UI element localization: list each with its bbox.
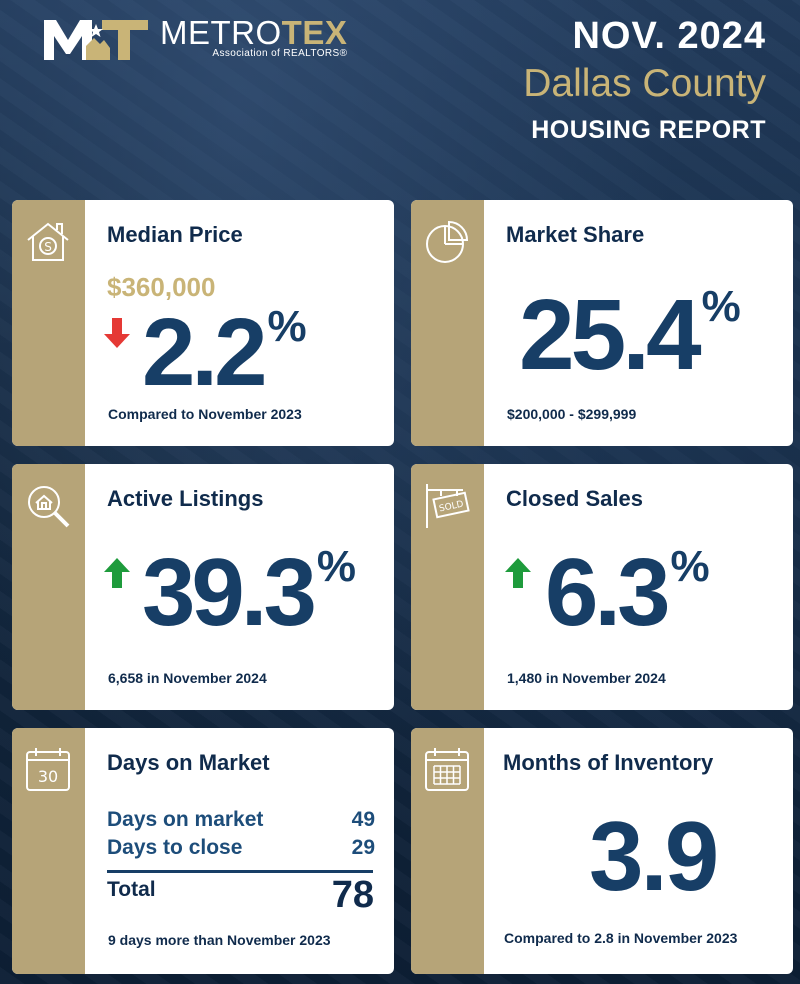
logo-subtitle: Association of REALTORS®: [212, 47, 348, 59]
down-arrow-icon: [104, 318, 130, 348]
days-on-market-card: 30 Days on Market Days on market 49 Days…: [12, 728, 394, 974]
closed-sales-footer: 1,480 in November 2024: [507, 670, 666, 686]
card-strip: [12, 728, 85, 974]
percent-sign: %: [267, 302, 307, 351]
closed-sales-card: SOLD Closed Sales 6.3% 1,480 in November…: [411, 464, 793, 710]
pie-chart-icon: [426, 220, 469, 263]
months-inventory-card: Months of Inventory 3.9 Compared to 2.8 …: [411, 728, 793, 974]
active-listings-card: Active Listings 39.3% 6,658 in November …: [12, 464, 394, 710]
calendar-icon-text: 30: [38, 767, 58, 786]
dom-row: Days to close 29: [107, 836, 375, 860]
closed-sales-change: 6.3%: [545, 538, 710, 648]
svg-text:S: S: [44, 240, 52, 254]
dom-row-value: 29: [351, 836, 375, 859]
logo-mark-icon: [44, 20, 148, 60]
percent-sign: %: [316, 542, 356, 591]
total-divider: [107, 870, 373, 873]
active-listings-change-value: 39.3: [142, 539, 317, 646]
house-dollar-icon: S: [27, 222, 69, 261]
up-arrow-icon: [104, 558, 130, 588]
market-share-footer: $200,000 - $299,999: [507, 406, 637, 422]
sold-sign-icon: SOLD: [426, 484, 470, 528]
calendar-30-icon: 30: [26, 748, 70, 791]
dom-row-label: Days to close: [107, 836, 243, 859]
market-share-value-block: 25.4%: [519, 278, 741, 393]
days-on-market-footer: 9 days more than November 2023: [108, 932, 331, 948]
percent-sign: %: [670, 542, 710, 591]
card-strip: [411, 200, 484, 446]
closed-sales-title: Closed Sales: [506, 486, 643, 511]
months-inventory-value: 3.9: [589, 801, 719, 911]
market-share-card: Market Share 25.4% $200,000 - $299,999: [411, 200, 793, 446]
median-price-title: Median Price: [107, 222, 243, 247]
market-share-value: 25.4: [519, 279, 702, 391]
house-magnifier-icon: [28, 486, 70, 528]
median-price-change: 2.2%: [142, 298, 307, 408]
days-on-market-title: Days on Market: [107, 750, 270, 775]
dom-total-value: 78: [331, 874, 374, 916]
percent-sign: %: [701, 282, 741, 331]
market-share-title: Market Share: [506, 222, 645, 247]
calendar-grid-icon: [425, 748, 469, 791]
active-listings-change: 39.3%: [142, 538, 356, 648]
active-listings-title: Active Listings: [107, 486, 264, 511]
dom-row-label: Days on market: [107, 808, 264, 831]
report-title: HOUSING REPORT: [531, 116, 766, 144]
card-strip: [12, 200, 85, 446]
county-name: Dallas County: [523, 62, 766, 105]
logo-name-part1: METRO: [160, 13, 282, 51]
median-price-card: S Median Price $360,000 2.2% Compared to…: [12, 200, 394, 446]
dom-row: Days on market 49: [107, 808, 375, 832]
median-price-change-value: 2.2: [142, 299, 267, 406]
report-date: NOV. 2024: [572, 15, 766, 57]
card-strip: [12, 464, 85, 710]
closed-sales-change-value: 6.3: [545, 539, 670, 646]
months-inventory-footer: Compared to 2.8 in November 2023: [504, 930, 738, 946]
months-inventory-title: Months of Inventory: [503, 750, 714, 775]
median-price-value: $360,000: [107, 272, 216, 302]
card-strip: [411, 464, 484, 710]
metrotex-logo: METROTEX Association of REALTORS®: [42, 14, 347, 64]
logo-name-part2: TEX: [281, 13, 348, 51]
dom-total-label: Total: [107, 878, 156, 901]
dom-row-value: 49: [351, 808, 375, 831]
median-price-footer: Compared to November 2023: [108, 406, 302, 422]
active-listings-footer: 6,658 in November 2024: [108, 670, 267, 686]
up-arrow-icon: [505, 558, 531, 588]
